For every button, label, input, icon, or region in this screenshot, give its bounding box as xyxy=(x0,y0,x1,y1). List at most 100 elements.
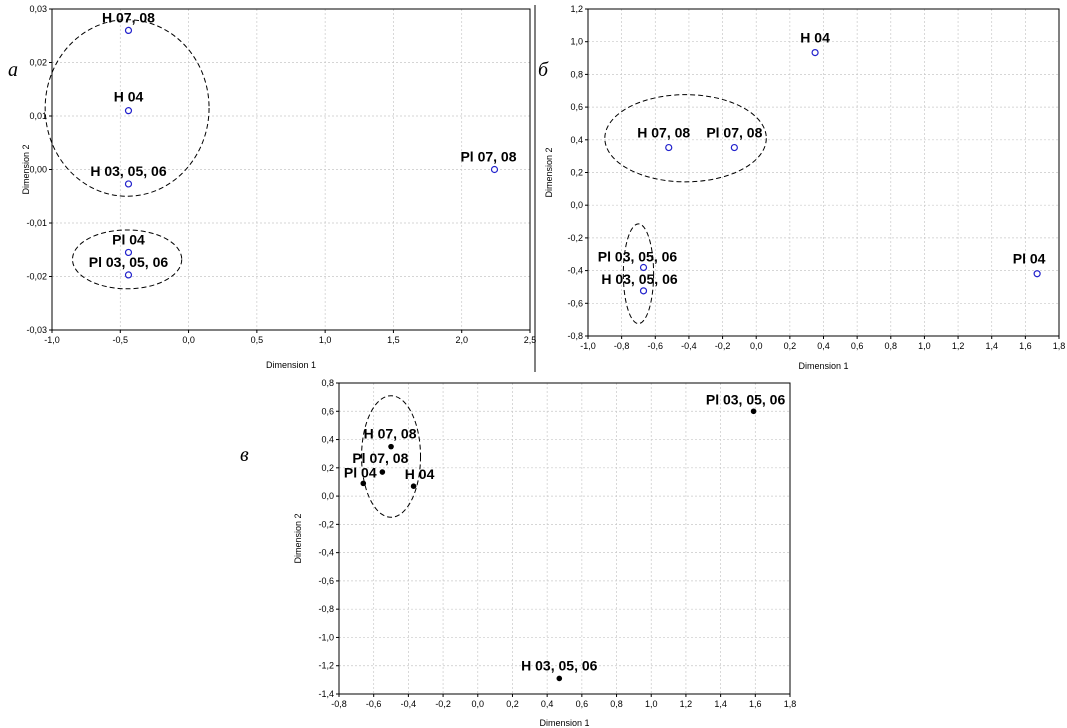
point-label: Pl 03, 05, 06 xyxy=(598,248,678,264)
data-point xyxy=(388,443,394,450)
data-point xyxy=(730,143,738,152)
x-tick-label: 1,5 xyxy=(387,335,400,345)
data-point xyxy=(410,483,417,489)
x-tick-label: 0,2 xyxy=(506,699,519,709)
y-tick-label: -0,01 xyxy=(26,218,47,228)
x-tick-label: -0,5 xyxy=(113,335,129,345)
y-tick-label: -0,8 xyxy=(567,331,583,341)
data-point xyxy=(124,248,133,257)
x-tick-label: 0,6 xyxy=(576,699,589,709)
x-tick-label: 0,4 xyxy=(541,699,554,709)
x-tick-label: 1,8 xyxy=(784,699,797,709)
x-tick-label: -0,2 xyxy=(715,341,731,351)
y-tick-label: -0,2 xyxy=(567,233,583,243)
y-axis-title: Dimension 2 xyxy=(544,147,554,197)
y-tick-label: -0,6 xyxy=(318,576,334,586)
y-axis-title: Dimension 2 xyxy=(293,513,303,563)
y-tick-label: 0,01 xyxy=(29,111,47,121)
x-tick-label: 1,2 xyxy=(680,699,693,709)
x-tick-label: 0,8 xyxy=(610,699,623,709)
point-label: H 07, 08 xyxy=(364,426,417,442)
y-tick-label: 1,2 xyxy=(570,4,583,14)
x-tick-label: 1,0 xyxy=(645,699,658,709)
x-tick-label: -1,0 xyxy=(580,341,596,351)
y-tick-label: 0,6 xyxy=(570,102,583,112)
point-label: H 03, 05, 06 xyxy=(601,271,677,287)
x-tick-label: -0,8 xyxy=(331,699,347,709)
x-tick-label: -0,6 xyxy=(648,341,664,351)
point-label: Pl 07, 08 xyxy=(706,125,762,141)
y-tick-label: 0,8 xyxy=(570,69,583,79)
point-label: Pl 04 xyxy=(344,464,377,480)
point-label: Pl 07, 08 xyxy=(460,149,516,165)
point-label: Pl 04 xyxy=(112,231,145,247)
data-point xyxy=(750,408,757,415)
point-label: Pl 03, 05, 06 xyxy=(89,254,169,270)
data-point xyxy=(360,480,367,487)
y-tick-label: 0,0 xyxy=(570,200,583,210)
x-tick-label: 1,6 xyxy=(1019,341,1032,351)
y-tick-label: -0,6 xyxy=(567,298,583,308)
x-tick-label: -0,6 xyxy=(366,699,382,709)
y-tick-label: -0,02 xyxy=(26,272,47,282)
x-axis-title: Dimension 1 xyxy=(266,360,316,370)
x-tick-label: 0,8 xyxy=(885,341,898,351)
plot-frame xyxy=(51,8,531,331)
data-point xyxy=(379,469,386,475)
x-tick-label: -0,8 xyxy=(614,341,630,351)
group-ellipse xyxy=(622,223,655,325)
x-axis-title: Dimension 1 xyxy=(798,361,848,371)
y-tick-label: -0,4 xyxy=(567,266,583,276)
x-tick-label: 1,8 xyxy=(1053,341,1066,351)
x-tick-label: -0,4 xyxy=(401,699,417,709)
data-point xyxy=(490,165,499,174)
y-tick-label: -0,4 xyxy=(318,548,334,558)
data-point xyxy=(124,180,133,188)
y-tick-label: -1,4 xyxy=(318,689,334,699)
x-tick-label: 1,2 xyxy=(952,341,965,351)
plot-frame xyxy=(587,8,1060,337)
point-label: Pl 03, 05, 06 xyxy=(706,391,786,407)
point-label: H 03, 05, 06 xyxy=(521,657,597,673)
point-label: H 07, 08 xyxy=(637,125,690,141)
point-label: Pl 04 xyxy=(1013,251,1046,267)
data-point xyxy=(556,675,563,682)
point-label: H 04 xyxy=(800,30,830,46)
x-tick-label: 0,5 xyxy=(251,335,264,345)
y-tick-label: -0,03 xyxy=(26,325,47,335)
data-point xyxy=(811,48,819,57)
x-tick-label: -0,4 xyxy=(681,341,697,351)
x-tick-label: -0,2 xyxy=(435,699,451,709)
x-tick-label: 1,6 xyxy=(749,699,762,709)
group-ellipse xyxy=(71,229,183,290)
data-point xyxy=(665,143,673,152)
panel-letter-b: б xyxy=(538,59,549,81)
x-tick-label: 0,0 xyxy=(182,335,195,345)
data-point xyxy=(124,271,133,279)
point-label: H 04 xyxy=(405,466,435,482)
y-tick-label: 0,2 xyxy=(321,463,334,473)
x-axis-title: Dimension 1 xyxy=(539,718,589,728)
panel-letter-c: в xyxy=(240,444,249,466)
panel-b: б -1,0 -0,8 -0,6 -0,4 -0,2 0,0 0,2 0,4 0,6 0,8 1,0… xyxy=(538,4,1065,371)
x-tick-label: 0,4 xyxy=(817,341,830,351)
panel-a: а -1,0 -0,5 0,0 0,5 1,0 1,5 2,0 2,5 -0,03 -0,02 -0… xyxy=(8,4,536,370)
group-ellipse xyxy=(361,395,422,518)
y-tick-label: -1,2 xyxy=(318,661,334,671)
y-tick-label: 0,0 xyxy=(321,491,334,501)
panel-letter-a: а xyxy=(8,59,18,81)
point-label: H 04 xyxy=(114,89,144,105)
x-tick-label: 1,4 xyxy=(714,699,727,709)
data-point xyxy=(124,107,133,115)
panel-c: в -0,8 -0,6 -0,4 -0,2 0,0 0,2 0,4 0,6 0,8 1,0 1,2 1… xyxy=(240,378,796,728)
y-tick-label: 0,4 xyxy=(570,135,583,145)
x-tick-label: 2,5 xyxy=(524,335,537,345)
x-tick-label: 0,6 xyxy=(851,341,864,351)
group-ellipse xyxy=(44,19,210,197)
point-label: H 03, 05, 06 xyxy=(90,163,166,179)
y-tick-label: 0,2 xyxy=(570,168,583,178)
y-tick-label: 0,03 xyxy=(29,4,47,14)
y-tick-label: 0,4 xyxy=(321,435,334,445)
y-tick-label: -1,0 xyxy=(318,632,334,642)
